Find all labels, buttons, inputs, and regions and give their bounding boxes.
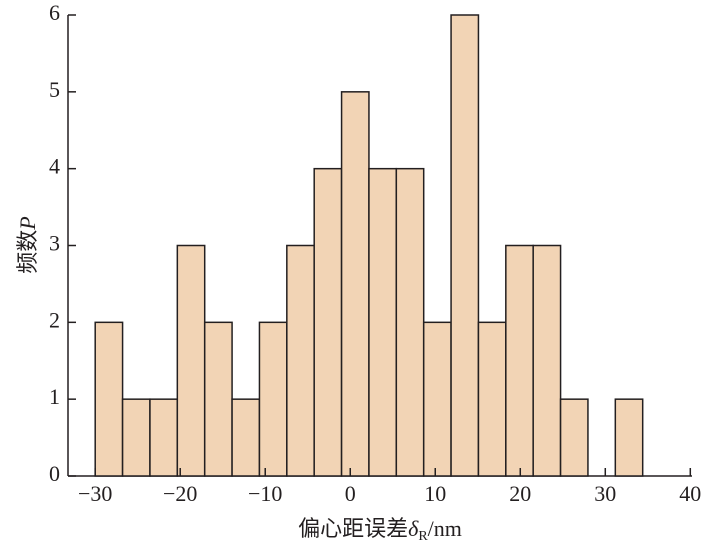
bar xyxy=(286,244,315,477)
x-label-sub: R xyxy=(418,529,428,544)
y-tick-label: 3 xyxy=(49,231,60,256)
y-tick-label: 4 xyxy=(49,154,60,179)
bar xyxy=(450,14,480,477)
bar xyxy=(176,244,206,477)
x-tick-label: 10 xyxy=(424,481,446,506)
bar xyxy=(121,398,151,477)
y-tick-label: 0 xyxy=(49,461,60,486)
y-tick-label: 2 xyxy=(49,307,60,332)
x-tick-label: −20 xyxy=(163,481,197,506)
x-tick-label: −30 xyxy=(78,481,112,506)
bar xyxy=(231,398,261,477)
x-tick-label: 40 xyxy=(679,481,701,506)
bar xyxy=(203,321,233,477)
bar xyxy=(422,321,452,477)
bar xyxy=(313,167,343,477)
x-tick-label: 20 xyxy=(509,481,531,506)
y-label-var: P xyxy=(15,216,40,230)
y-tick-label: 1 xyxy=(49,384,60,409)
bar xyxy=(368,167,398,477)
x-tick-label: 30 xyxy=(594,481,616,506)
y-label-text: 频数 xyxy=(15,230,40,274)
x-label-var: δ xyxy=(408,516,419,541)
bar xyxy=(340,91,370,477)
bar xyxy=(395,167,425,477)
bar xyxy=(477,321,507,477)
bar xyxy=(149,398,179,477)
bar xyxy=(532,244,562,477)
bar xyxy=(94,321,124,477)
bar xyxy=(559,398,589,477)
bar xyxy=(505,244,534,477)
x-label: 偏心距误差δR/nm xyxy=(298,516,462,544)
bar xyxy=(258,321,288,477)
x-tick-label: 0 xyxy=(345,481,356,506)
x-tick-label: −10 xyxy=(248,481,282,506)
y-tick-label: 6 xyxy=(49,0,60,25)
x-label-text: 偏心距误差 xyxy=(298,516,408,541)
y-tick-label: 5 xyxy=(49,77,60,102)
bar xyxy=(614,398,644,477)
y-label: 频数P xyxy=(15,216,40,273)
x-label-unit: /nm xyxy=(428,516,462,541)
